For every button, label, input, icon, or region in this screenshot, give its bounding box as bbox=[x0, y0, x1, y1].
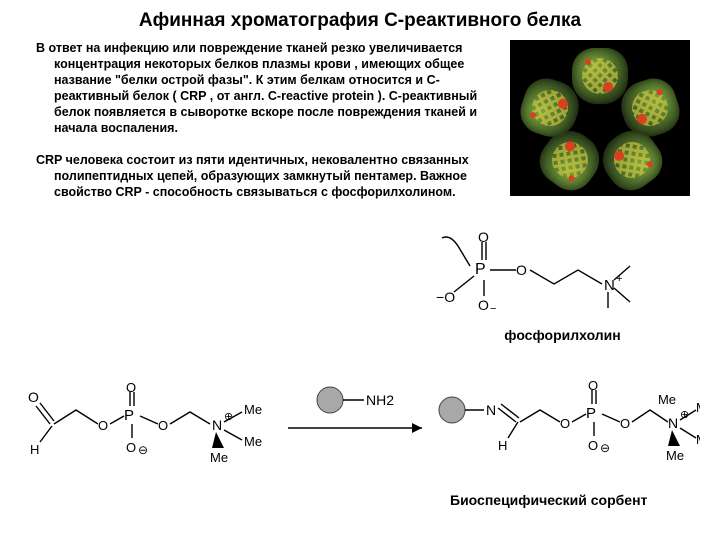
atom-me: Me bbox=[696, 432, 700, 447]
atom-me: Me bbox=[210, 450, 228, 465]
atom-o: O bbox=[98, 418, 108, 433]
atom-o-minus: −O bbox=[436, 289, 455, 305]
biospecific-sorbent-label: Биоспецифический сорбент bbox=[450, 492, 647, 508]
atom-o: O bbox=[158, 418, 168, 433]
atom-me: Me bbox=[666, 448, 684, 463]
paragraph-2: CRP человека состоит из пяти идентичных,… bbox=[36, 152, 494, 200]
top-row: В ответ на инфекцию или повреждение ткан… bbox=[0, 40, 720, 216]
atom-o: O bbox=[28, 389, 39, 405]
reaction-arrowhead bbox=[412, 423, 422, 433]
atom-o: O bbox=[126, 440, 136, 455]
bead-icon bbox=[439, 397, 465, 423]
wedge-bond bbox=[668, 430, 680, 446]
atom-o: O bbox=[478, 230, 489, 245]
atom-me: Me bbox=[696, 400, 700, 415]
reaction-scheme: O H O P O O ⊖ O N ⊕ Me Me Me NH2 bbox=[20, 380, 700, 490]
phosphorylcholine-region: P O −O O − O N + фосфорилхолин bbox=[430, 230, 695, 343]
text-column: В ответ на инфекцию или повреждение ткан… bbox=[36, 40, 510, 216]
charge-minus: − bbox=[490, 303, 496, 315]
atom-n: N bbox=[668, 415, 678, 431]
atom-o: O bbox=[588, 380, 598, 393]
paragraph-1: В ответ на инфекцию или повреждение ткан… bbox=[36, 40, 494, 136]
atom-o: O bbox=[126, 380, 136, 395]
atom-o: O bbox=[516, 262, 527, 278]
atom-n: N bbox=[212, 417, 222, 433]
atom-p: P bbox=[124, 407, 134, 424]
reaction-svg: O H O P O O ⊖ O N ⊕ Me Me Me NH2 bbox=[20, 380, 700, 490]
bead-icon bbox=[317, 387, 343, 413]
crp-protein-image bbox=[510, 40, 690, 196]
atom-p: P bbox=[586, 405, 596, 422]
phosphorylcholine-label: фосфорилхолин bbox=[430, 327, 695, 343]
charge-circle-minus: ⊖ bbox=[600, 441, 610, 455]
atom-me: Me bbox=[658, 392, 676, 407]
page-title: Афинная хроматография С-реактивного белк… bbox=[0, 0, 720, 40]
atom-n-plus: N bbox=[604, 277, 615, 294]
atom-n: N bbox=[486, 402, 496, 418]
charge-circle-minus: ⊖ bbox=[138, 443, 148, 457]
atom-o: O bbox=[560, 416, 570, 431]
atom-me: Me bbox=[244, 434, 262, 449]
atom-o: O bbox=[620, 416, 630, 431]
atom-h: H bbox=[498, 438, 507, 453]
crp-subunit bbox=[572, 48, 628, 104]
phosphorylcholine-structure: P O −O O − O N + bbox=[430, 230, 695, 320]
atom-p: P bbox=[475, 261, 486, 278]
atom-o: O bbox=[588, 438, 598, 453]
wedge-bond bbox=[212, 432, 224, 448]
atom-me: Me bbox=[244, 402, 262, 417]
atom-o: O bbox=[478, 297, 489, 313]
atom-h: H bbox=[30, 442, 39, 457]
label-nh2: NH2 bbox=[366, 392, 394, 408]
